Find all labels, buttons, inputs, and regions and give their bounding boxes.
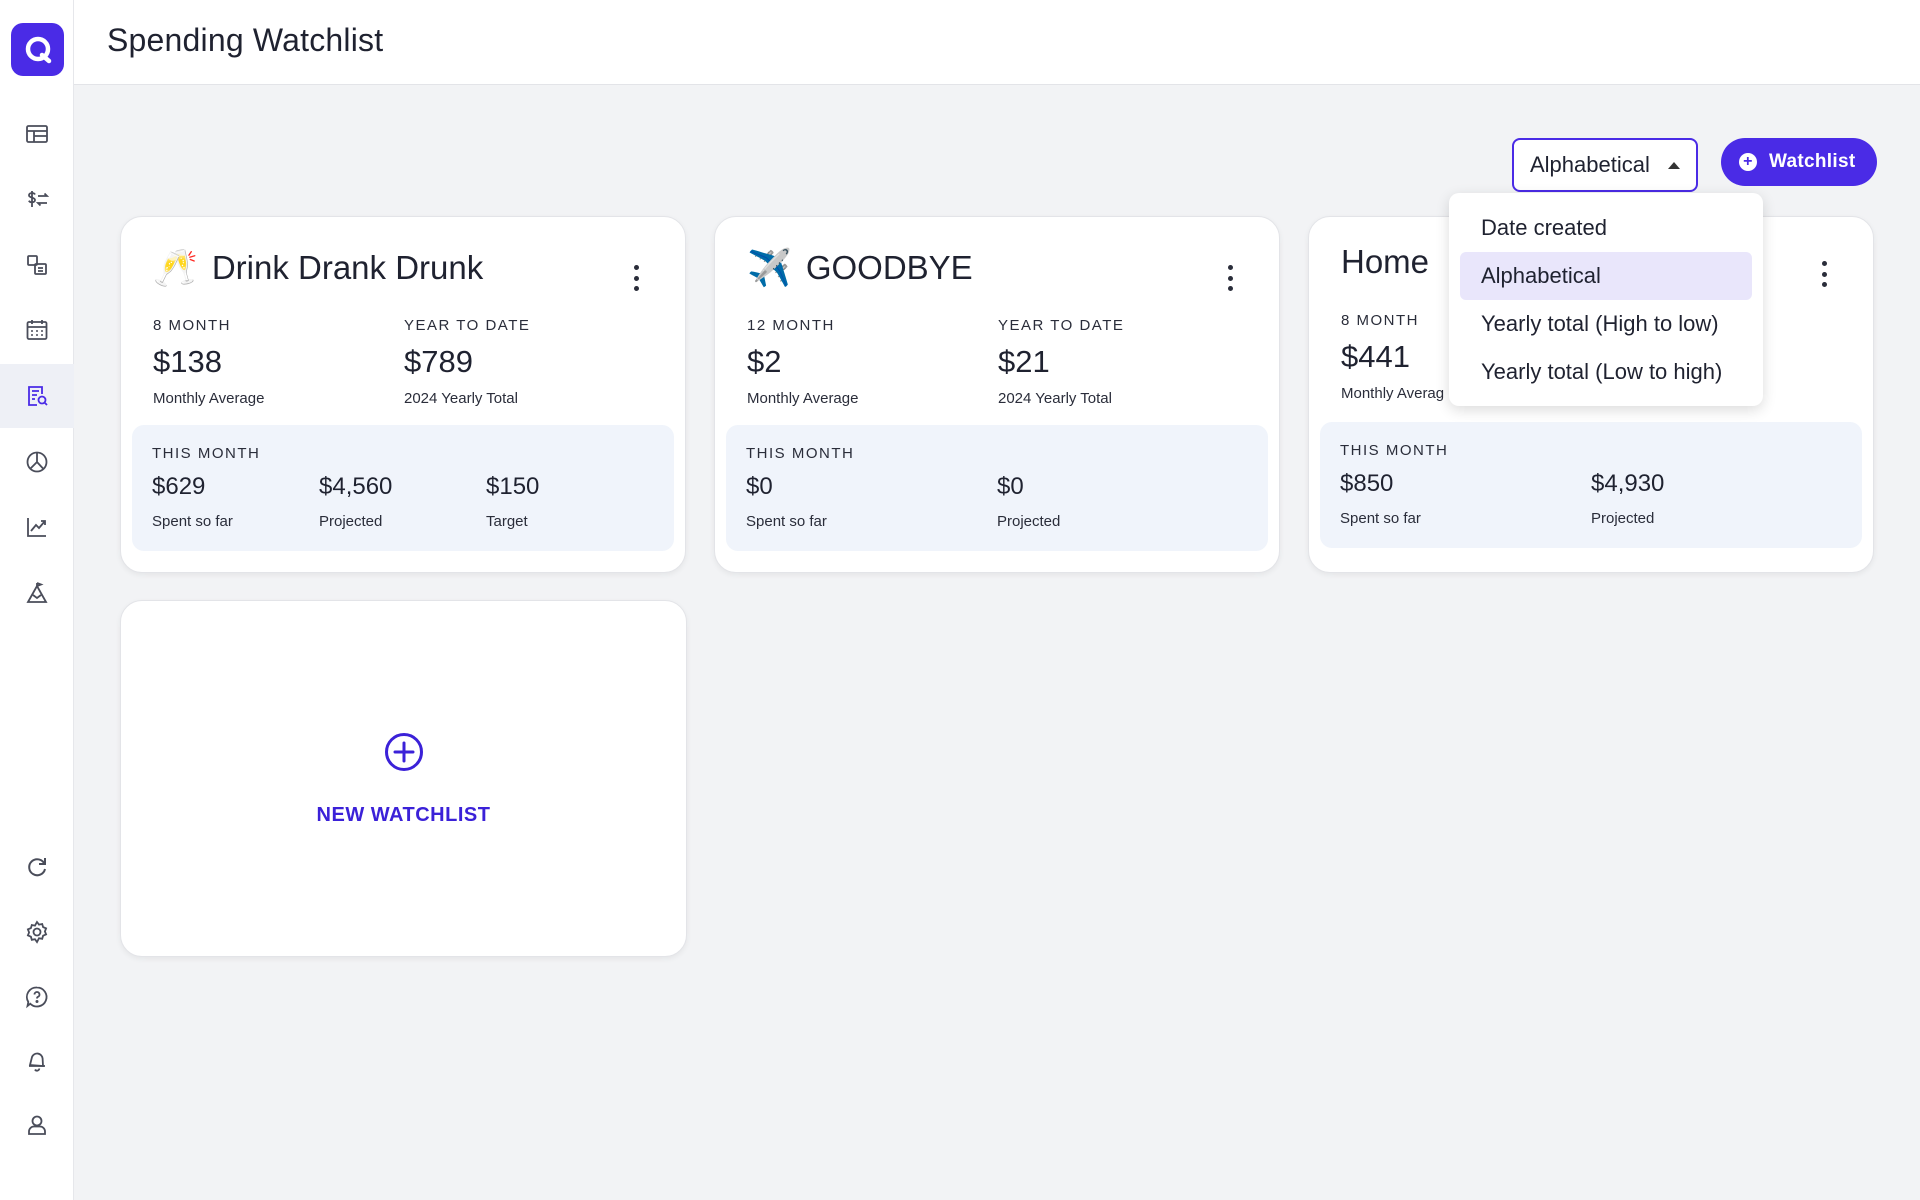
add-watchlist-button[interactable]: + Watchlist [1721, 138, 1877, 186]
target-value: $150 [486, 473, 540, 500]
stat-label: 12 MONTH [747, 317, 835, 334]
more-options-icon[interactable] [1821, 261, 1827, 287]
budget-icon[interactable] [0, 430, 74, 494]
more-options-icon[interactable] [633, 265, 639, 291]
spent-value: $629 [152, 473, 206, 500]
this-month-panel: THIS MONTH $0 Spent so far $0 Projected [726, 425, 1268, 551]
projected-value: $0 [997, 473, 1024, 500]
projected-label: Projected [319, 513, 383, 530]
sort-option-date-created[interactable]: Date created [1481, 215, 1607, 240]
projected-value: $4,560 [319, 473, 393, 500]
new-watchlist-card[interactable]: NEW WATCHLIST [120, 600, 687, 957]
card-title: 🥂 Drink Drank Drunk [153, 247, 483, 289]
page-title: Spending Watchlist [107, 22, 384, 58]
target-label: Target [486, 513, 528, 530]
card-title-text: GOODBYE [805, 249, 973, 286]
projected-label: Projected [1591, 510, 1655, 527]
stat-sub: 2024 Yearly Total [998, 390, 1112, 407]
dashboard-icon[interactable] [0, 102, 74, 166]
add-watchlist-label: Watchlist [1769, 151, 1856, 172]
watchlist-card[interactable]: 🥂 Drink Drank Drunk 8 MONTH $138 Monthly… [120, 216, 686, 573]
investments-icon[interactable] [0, 495, 74, 559]
refresh-icon[interactable] [0, 835, 74, 899]
stat-label: 8 MONTH [1341, 312, 1419, 329]
card-title: Home [1341, 243, 1429, 281]
more-options-icon[interactable] [1227, 265, 1233, 291]
stat-sub: Monthly Averag [1341, 385, 1445, 402]
spent-value: $850 [1340, 470, 1394, 497]
stat-value: $138 [153, 344, 222, 379]
watchlist-icon[interactable] [0, 364, 74, 428]
monthly-average-stat: 8 MONTH $138 Monthly Average [153, 317, 264, 407]
help-icon[interactable] [0, 965, 74, 1029]
sort-option-alphabetical[interactable]: Alphabetical [1460, 252, 1752, 300]
stat-value: $789 [404, 344, 473, 379]
card-title-text: Drink Drank Drunk [211, 249, 484, 286]
spent-so-far: $0 Spent so far [746, 473, 827, 530]
spent-label: Spent so far [746, 513, 827, 530]
this-month-panel: THIS MONTH $850 Spent so far $4,930 Proj… [1320, 422, 1862, 548]
watchlist-card[interactable]: ✈️ GOODBYE 12 MONTH $2 Monthly Average Y… [714, 216, 1280, 573]
sort-select[interactable]: Alphabetical [1512, 138, 1698, 192]
transactions-icon[interactable] [0, 167, 74, 231]
sort-menu: Date created Alphabetical Yearly total (… [1449, 193, 1763, 406]
year-to-date-stat: YEAR TO DATE $789 2024 Yearly Total [404, 317, 530, 407]
sort-select-value: Alphabetical [1530, 152, 1650, 177]
stat-value: $21 [998, 344, 1050, 379]
spent-value: $0 [746, 473, 773, 500]
champagne-icon: 🥂 [153, 247, 198, 288]
spent-label: Spent so far [1340, 510, 1421, 527]
card-title: ✈️ GOODBYE [747, 247, 973, 289]
projected-label: Projected [997, 513, 1061, 530]
projected: $4,930 Projected [1591, 470, 1664, 527]
this-month-label: THIS MONTH [152, 445, 261, 462]
airplane-icon: ✈️ [747, 247, 792, 288]
this-month-panel: THIS MONTH $629 Spent so far $4,560 Proj… [132, 425, 674, 551]
stat-value: $441 [1341, 339, 1410, 374]
settings-icon[interactable] [0, 900, 74, 964]
projected: $0 Projected [997, 473, 1060, 530]
caret-up-icon [1668, 162, 1680, 169]
spent-so-far: $629 Spent so far [152, 473, 233, 530]
stat-sub: Monthly Average [747, 390, 859, 407]
stat-label: YEAR TO DATE [404, 317, 531, 334]
app-logo-icon[interactable] [11, 23, 64, 76]
plus-circle-icon: + [1739, 153, 1757, 171]
monthly-average-stat: 8 MONTH $441 Monthly Averag [1341, 312, 1444, 402]
card-title-text: Home [1341, 243, 1430, 280]
sort-option-yearly-high-low[interactable]: Yearly total (High to low) [1481, 311, 1719, 336]
sidebar [0, 0, 74, 1200]
year-to-date-stat: YEAR TO DATE $21 2024 Yearly Total [998, 317, 1124, 407]
this-month-label: THIS MONTH [746, 445, 855, 462]
monthly-average-stat: 12 MONTH $2 Monthly Average [747, 317, 858, 407]
goals-icon[interactable] [0, 561, 74, 625]
calendar-icon[interactable] [0, 298, 74, 362]
stat-label: YEAR TO DATE [998, 317, 1125, 334]
sort-option-yearly-low-high[interactable]: Yearly total (Low to high) [1481, 359, 1723, 384]
stat-sub: 2024 Yearly Total [404, 390, 518, 407]
spent-label: Spent so far [152, 513, 233, 530]
stat-label: 8 MONTH [153, 317, 231, 334]
plus-circle-icon [385, 733, 423, 771]
target: $150 Target [486, 473, 539, 530]
top-bar: Spending Watchlist [74, 0, 1920, 85]
stat-sub: Monthly Average [153, 390, 265, 407]
notifications-icon[interactable] [0, 1029, 74, 1093]
stat-value: $2 [747, 344, 782, 379]
categories-icon[interactable] [0, 233, 74, 297]
spent-so-far: $850 Spent so far [1340, 470, 1421, 527]
projected-value: $4,930 [1591, 470, 1665, 497]
this-month-label: THIS MONTH [1340, 442, 1449, 459]
watchlist-card[interactable]: Home 8 MONTH $441 Monthly Averag THIS MO… [1308, 216, 1874, 573]
projected: $4,560 Projected [319, 473, 392, 530]
profile-icon[interactable] [0, 1093, 74, 1157]
new-watchlist-label: NEW WATCHLIST [316, 804, 491, 826]
